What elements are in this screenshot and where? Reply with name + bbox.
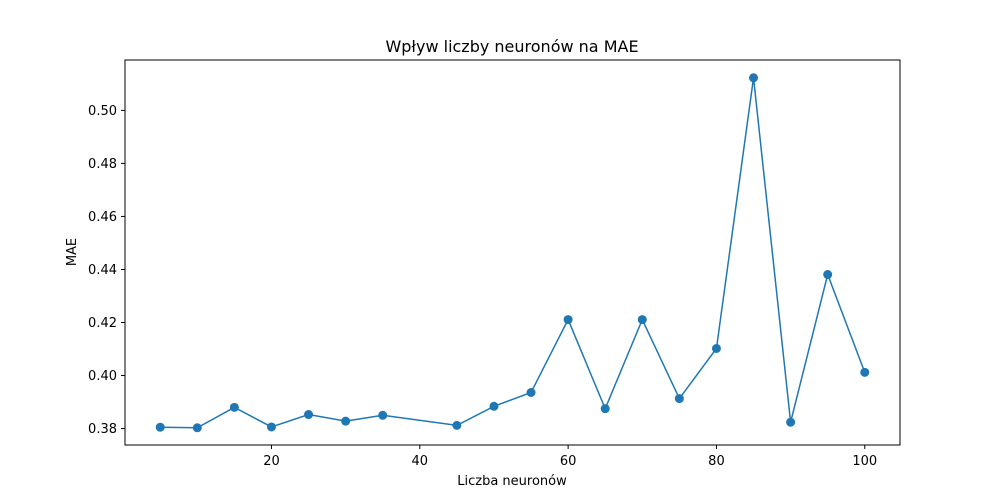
y-tick-label: 0.50 [88, 104, 117, 119]
x-tick-label: 100 [852, 454, 877, 469]
x-tick-label: 20 [263, 454, 280, 469]
data-point [266, 422, 276, 432]
data-point [304, 410, 314, 420]
y-axis: 0.38 0.40 0.42 0.44 0.46 0.48 0.50 [88, 104, 125, 437]
data-point [860, 367, 870, 377]
data-point [192, 423, 202, 433]
data-point [711, 343, 721, 353]
plot-area-frame [124, 59, 901, 446]
y-tick-label: 0.40 [88, 369, 117, 384]
data-points [155, 73, 870, 433]
data-point [749, 73, 759, 83]
y-tick-label: 0.42 [88, 316, 117, 331]
data-point [674, 394, 684, 404]
y-tick-label: 0.44 [88, 263, 117, 278]
x-axis: 20 40 60 80 100 [263, 445, 877, 469]
x-axis-label: Liczba neuronów [457, 474, 567, 489]
data-point [823, 270, 833, 280]
data-point [229, 402, 239, 412]
data-point [600, 404, 610, 414]
y-axis-label: MAE [65, 238, 80, 266]
x-tick-label: 60 [560, 454, 577, 469]
y-tick-label: 0.38 [88, 422, 117, 437]
y-tick-label: 0.46 [88, 210, 117, 225]
series-line [160, 77, 866, 429]
data-point [526, 388, 536, 397]
data-point [378, 410, 388, 420]
x-tick-label: 80 [708, 454, 725, 469]
data-point [786, 417, 796, 427]
data-point [155, 422, 165, 432]
data-point [489, 401, 499, 411]
data-point [563, 315, 573, 325]
data-point [637, 315, 647, 325]
data-point [341, 416, 351, 426]
data-point [452, 420, 462, 430]
chart-title: Wpływ liczby neuronów na MAE [385, 37, 638, 56]
x-tick-label: 40 [412, 454, 429, 469]
y-tick-label: 0.48 [88, 157, 117, 172]
